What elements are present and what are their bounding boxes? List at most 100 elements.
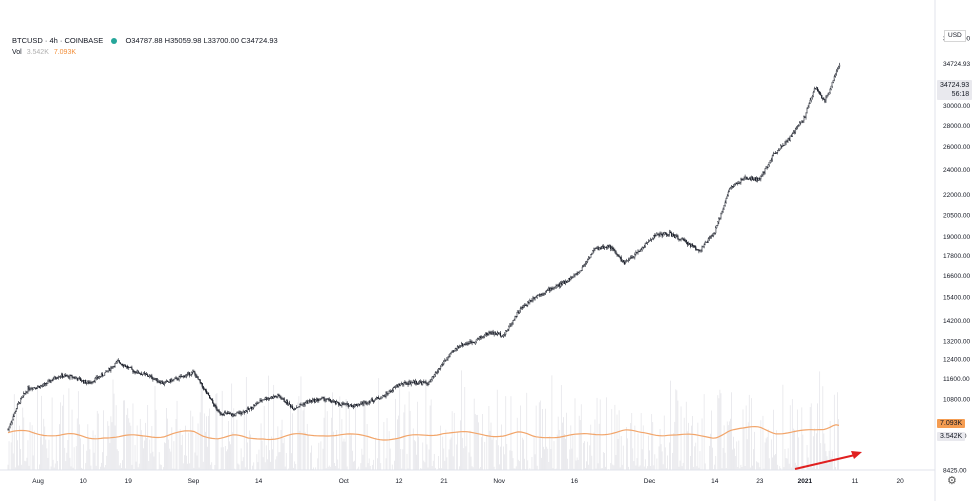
candle-body [452,351,454,353]
candle-body [616,254,618,255]
candle-body [497,332,499,335]
candle-body [591,253,593,255]
price-tick-label: 28000.00 [943,123,970,130]
candle-body [202,386,204,390]
candle-body [485,333,487,336]
candle-body [735,182,737,185]
time-tick-label: 14 [255,478,263,485]
candle-body [74,377,76,379]
candle-body [682,238,684,240]
candle-body [26,391,28,393]
candle-body [807,107,809,109]
volume-label[interactable]: Vol [12,49,22,56]
candle-body [212,400,214,404]
time-tick-label: 19 [125,478,133,485]
candle-body [560,282,562,285]
candle-body [224,412,226,414]
candle-body [731,185,734,188]
candle-body [544,292,546,294]
candle-body [798,125,800,127]
candle-body [495,333,497,335]
candle-body [318,399,320,402]
candle-body [811,96,813,98]
candle-body [618,255,620,257]
price-tick-label: 13200.00 [943,339,970,346]
candle-body [247,408,250,410]
candle-body [160,381,162,384]
candle-body [410,382,412,385]
candle-body [703,244,705,247]
candle-body [645,242,647,244]
candle-body [233,414,235,416]
candle-body [422,381,424,385]
candle-body [61,374,63,378]
candle-body [727,191,729,197]
symbol-header: BTCUSD · 4h · COINBASE O34787.88 H35059.… [12,36,278,45]
candle-body [800,122,802,124]
candle-body [705,241,707,243]
candle-body [827,94,829,96]
candle-body [310,400,312,402]
candle-body [111,367,113,369]
candle-body [748,178,750,180]
candle-body [320,397,322,400]
candle-body [156,377,158,382]
candle-body [787,138,789,143]
candle-body [288,402,290,405]
candle-body [164,380,167,383]
candle-body [424,381,426,383]
price-tick-label: 24000.00 [943,167,970,174]
candle-body [291,406,294,410]
candle-body [708,237,710,239]
currency-unit-button[interactable]: USD [944,30,966,42]
candle-body [808,103,810,108]
candle-body [144,373,147,375]
candle-body [709,236,711,238]
price-tick-label: 15400.00 [943,294,970,301]
candle-body [598,247,600,250]
candle-body [17,402,20,405]
candle-body [464,344,466,346]
candle-body [324,399,326,401]
candle-body [510,324,512,326]
candle-body [182,375,184,377]
candle-body [249,406,252,409]
settings-gear-icon[interactable]: ⚙ [947,475,957,487]
candle-body [11,419,13,423]
candle-body [673,233,675,237]
candle-body [317,398,319,402]
candle-body [263,399,265,401]
candle-body [290,406,293,408]
candle-body [274,396,276,398]
candle-body [768,162,770,166]
candle-body [185,374,188,377]
candle-body [20,398,22,404]
candle-body [134,371,136,373]
candle-body [719,217,721,219]
candle-body [261,399,263,402]
candle-body [259,399,261,403]
candle-body [368,401,370,404]
candle-body [31,388,33,390]
candle-body [391,390,393,392]
candle-body [496,332,498,335]
candle-body [722,209,724,212]
candle-body [323,397,325,401]
candle-body [702,246,704,248]
candle-body [268,397,270,399]
candle-body [687,243,689,245]
candle-body [21,397,23,399]
candle-body [791,133,793,137]
candle-body [665,233,667,236]
candle-body [109,368,111,371]
candle-body [106,370,108,372]
symbol-label[interactable]: BTCUSD · 4h · COINBASE [12,36,104,45]
candle-body [369,400,371,404]
candle-body [803,116,805,121]
time-tick-label: Dec [644,478,656,485]
candle-body [677,235,679,240]
candle-body [125,365,127,368]
candle-body [781,145,783,147]
candle-body [455,348,457,350]
